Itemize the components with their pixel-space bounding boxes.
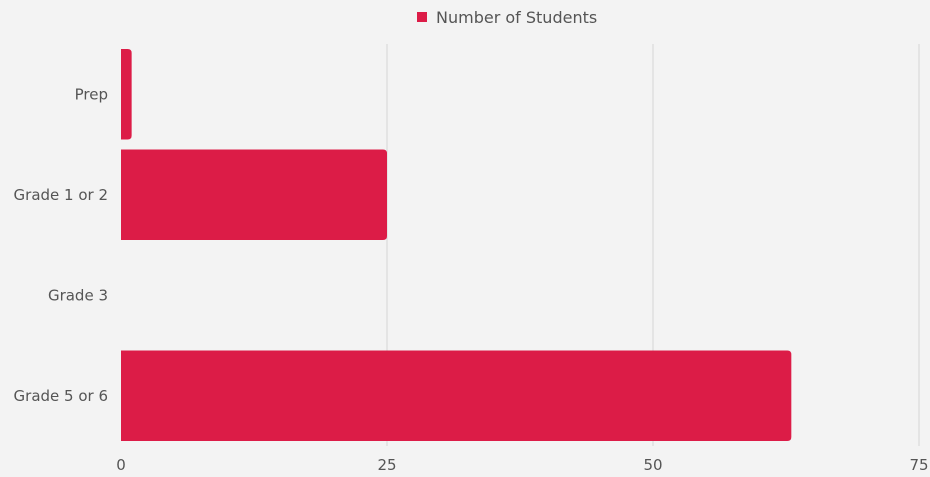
bar-grade-5-or-6 — [121, 350, 792, 441]
x-tick-label-25: 25 — [377, 456, 396, 474]
category-labels: Prep Grade 1 or 2 Grade 3 Grade 5 or 6 — [14, 85, 108, 405]
legend: Number of Students — [417, 8, 597, 27]
x-tick-label-0: 0 — [116, 456, 126, 474]
category-label-grade-3: Grade 3 — [48, 286, 108, 304]
category-label-prep: Prep — [75, 85, 108, 103]
category-label-grade-1-or-2: Grade 1 or 2 — [14, 186, 108, 204]
category-label-grade-5-or-6: Grade 5 or 6 — [14, 387, 108, 405]
x-tick-label-75: 75 — [909, 456, 928, 474]
bars — [121, 49, 792, 441]
legend-label: Number of Students — [436, 8, 597, 27]
x-tick-label-50: 50 — [643, 456, 662, 474]
legend-swatch — [417, 12, 427, 22]
x-tick-labels: 0 25 50 75 — [116, 456, 928, 474]
bar-prep — [121, 49, 132, 140]
bar-grade-1-or-2 — [121, 149, 387, 240]
